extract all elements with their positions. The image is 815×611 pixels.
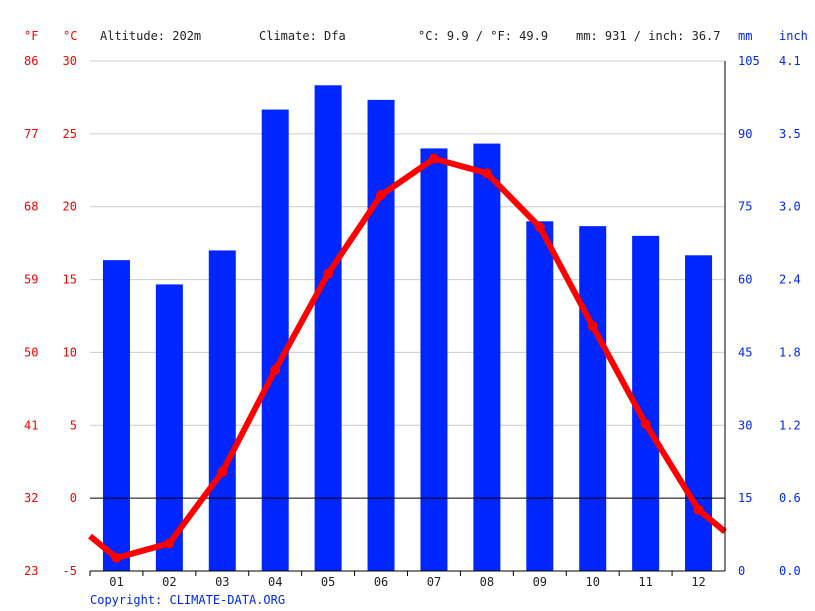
temperature-point	[217, 466, 228, 477]
tick-label-fahrenheit: 23	[24, 564, 38, 578]
tick-label-celsius: 15	[63, 273, 77, 287]
tick-label-mm: 45	[738, 345, 752, 359]
precipitation-bar	[314, 85, 342, 572]
tick-label-mm: 105	[738, 54, 760, 68]
tick-label-mm: 75	[738, 200, 752, 214]
temperature-point	[428, 153, 439, 164]
temperature-point	[587, 321, 598, 332]
temperature-point	[111, 552, 122, 563]
tick-label-mm: 30	[738, 418, 752, 432]
axis-labels: 23 -5 0 0.0 32 0 15 0.6 41 5 30 1.2 50 10 45 1.8 59 15 60 2…	[24, 54, 801, 589]
temperature-point	[270, 364, 281, 375]
tick-label-mm: 60	[738, 273, 752, 287]
tick-label-fahrenheit: 59	[24, 273, 38, 287]
copyright-text: Copyright: CLIMATE-DATA.ORG	[90, 593, 285, 607]
tick-label-celsius: 30	[63, 54, 77, 68]
precipitation-bar	[420, 148, 448, 571]
precipitation-total-label: mm: 931 / inch: 36.7	[576, 29, 721, 43]
unit-mm-label: mm	[738, 29, 752, 43]
unit-celsius-label: °C	[63, 29, 77, 43]
x-tick-label: 04	[268, 575, 282, 589]
temperature-line	[88, 155, 727, 561]
tick-label-inch: 0.0	[779, 564, 801, 578]
precipitation-bar	[685, 255, 713, 572]
tick-label-mm: 0	[738, 564, 745, 578]
x-tick-label: 07	[427, 575, 441, 589]
tick-label-inch: 2.4	[779, 273, 801, 287]
tick-label-mm: 90	[738, 127, 752, 141]
precipitation-bar	[155, 284, 183, 571]
tick-label-inch: 1.8	[779, 345, 801, 359]
grid-lines	[90, 60, 725, 426]
x-tick-label: 08	[480, 575, 494, 589]
tick-label-fahrenheit: 86	[24, 54, 38, 68]
tick-label-fahrenheit: 68	[24, 200, 38, 214]
tick-label-celsius: 20	[63, 200, 77, 214]
precipitation-bars	[102, 85, 713, 572]
x-tick-label: 11	[638, 575, 652, 589]
x-tick-label: 06	[374, 575, 388, 589]
tick-label-fahrenheit: 50	[24, 345, 38, 359]
climate-label: Climate: Dfa	[259, 29, 346, 43]
x-tick-label: 01	[109, 575, 123, 589]
x-tick-label: 10	[585, 575, 599, 589]
temperature-point	[640, 418, 651, 429]
x-tick-label: 05	[321, 575, 335, 589]
unit-inch-label: inch	[779, 29, 808, 43]
temperature-average-label: °C: 9.9 / °F: 49.9	[418, 29, 548, 43]
x-tick-label: 12	[691, 575, 705, 589]
tick-label-inch: 3.0	[779, 200, 801, 214]
tick-label-fahrenheit: 32	[24, 491, 38, 505]
temperature-point	[323, 268, 334, 279]
tick-label-celsius: 5	[70, 418, 77, 432]
x-tick-label: 03	[215, 575, 229, 589]
precipitation-bar	[208, 250, 236, 571]
precipitation-bar	[261, 109, 289, 572]
altitude-label: Altitude: 202m	[100, 29, 201, 43]
temperature-point	[693, 504, 704, 515]
tick-label-celsius: 25	[63, 127, 77, 141]
precipitation-bar	[367, 99, 395, 571]
temperature-point	[164, 538, 175, 549]
tick-label-inch: 4.1	[779, 54, 801, 68]
tick-label-inch: 1.2	[779, 418, 801, 432]
tick-label-mm: 15	[738, 491, 752, 505]
temperature-point	[376, 190, 387, 201]
tick-label-celsius: 10	[63, 345, 77, 359]
temperature-point	[534, 222, 545, 233]
precipitation-bar	[102, 260, 130, 571]
precipitation-bar	[526, 221, 554, 572]
temperature-line-layer	[88, 153, 727, 563]
tick-label-celsius: 0	[70, 491, 77, 505]
precipitation-bar	[473, 143, 501, 572]
tick-label-fahrenheit: 41	[24, 418, 38, 432]
unit-fahrenheit-label: °F	[24, 29, 38, 43]
x-tick-label: 02	[162, 575, 176, 589]
temperature-point	[481, 168, 492, 179]
tick-label-inch: 3.5	[779, 127, 801, 141]
x-tick-label: 09	[533, 575, 547, 589]
tick-label-inch: 0.6	[779, 491, 801, 505]
tick-label-fahrenheit: 77	[24, 127, 38, 141]
tick-label-celsius: -5	[63, 564, 77, 578]
precipitation-bar	[579, 226, 607, 571]
